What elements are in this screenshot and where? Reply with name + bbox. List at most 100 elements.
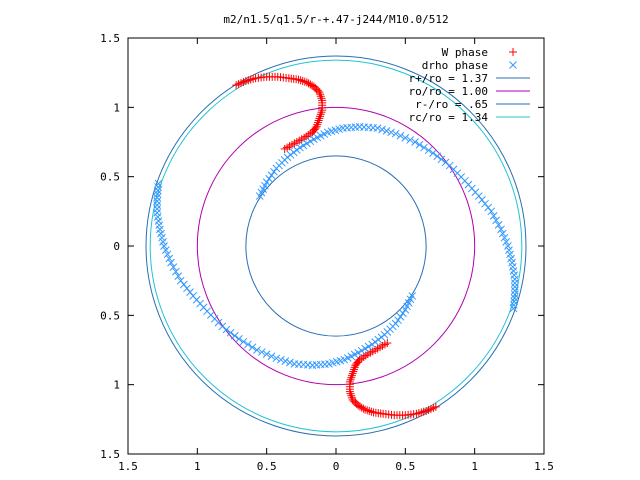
drho-phase-point-b <box>153 205 161 213</box>
x-tick-label: 0 <box>333 460 340 473</box>
drho-phase-point-b <box>368 340 376 349</box>
drho-phase-point-b <box>433 152 442 161</box>
legend-label: drho phase <box>422 59 488 72</box>
drho-phase-point-b <box>391 129 400 138</box>
legend-label: rc/ro = 1.34 <box>409 111 489 124</box>
drho-phase-point-b <box>167 258 175 267</box>
drho-phase-point-b <box>262 178 271 187</box>
drho-phase-point-b <box>511 286 519 295</box>
drho-phase-point-b <box>489 211 498 220</box>
drho-phase-point-b <box>159 237 167 246</box>
y-tick-label: 1 <box>113 379 120 392</box>
y-tick-label: 1.5 <box>100 32 120 45</box>
drho-phase-point-b <box>382 127 391 135</box>
drho-phase-point-b <box>248 343 257 352</box>
drho-phase-point-b <box>378 125 386 134</box>
drho-phase-point-b <box>424 146 433 155</box>
drho-phase-point-b <box>281 357 290 365</box>
drho-phase-point-b <box>299 141 308 150</box>
drho-phase-point-b <box>411 138 419 146</box>
drho-phase-point-b <box>468 184 476 193</box>
drho-phase-point-b <box>270 167 278 176</box>
drho-phase-point-b <box>153 186 162 195</box>
drho-phase-point-b <box>441 158 450 167</box>
drho-phase-point-b <box>153 208 161 217</box>
drho-phase-point-b <box>509 301 518 309</box>
drho-phase-point-b <box>500 233 509 242</box>
drho-phase-point-b <box>511 275 519 284</box>
x-tick-label: 0.5 <box>257 460 277 473</box>
drho-phase-point-b <box>420 143 428 152</box>
drho-phase-point-b <box>290 360 299 368</box>
drho-phase-point-b <box>277 355 285 364</box>
drho-phase-point-b <box>153 190 162 198</box>
drho-phase-point-b <box>154 217 163 225</box>
drho-phase-point-b <box>165 254 174 263</box>
drho-phase-point-b <box>361 344 369 353</box>
drho-phase-point-b <box>160 242 168 250</box>
drho-phase-point-b <box>509 267 518 275</box>
y-tick-label: 0.5 <box>100 171 120 184</box>
drho-phase-point-b <box>206 311 215 319</box>
drho-phase-point-b <box>169 263 178 272</box>
drho-phase-point-b <box>511 279 519 287</box>
drho-phase-point-b <box>157 229 165 238</box>
drho-phase-point-b <box>153 197 161 206</box>
legend-drho-marker-b <box>509 61 517 69</box>
drho-phase-point-b <box>154 183 163 191</box>
drho-phase-point-b <box>253 346 261 354</box>
drho-phase-point-b <box>504 242 512 250</box>
drho-phase-point-b <box>196 299 204 308</box>
drho-phase-point-b <box>510 297 519 306</box>
chart-title: m2/n1.5/q1.5/r-+.47-j244/M10.0/512 <box>223 13 448 26</box>
drho-phase-point-b <box>192 295 201 304</box>
drho-phase-point-b <box>453 169 462 178</box>
drho-phase-point-b <box>494 220 503 229</box>
drho-phase-point-b <box>156 225 164 234</box>
drho-phase-point-b <box>265 174 273 183</box>
drho-phase-point-b <box>406 136 415 144</box>
y-tick-label: 1.5 <box>100 448 120 461</box>
drho-phase-point-b <box>267 352 276 361</box>
drho-phase-point-b <box>498 229 507 238</box>
drho-phase-point-b <box>396 131 405 140</box>
curves <box>145 55 527 437</box>
drho-phase-point-b <box>154 179 163 188</box>
y-tick-label: 1 <box>113 101 120 114</box>
drho-phase-point-b <box>171 267 180 276</box>
drho-phase-point-b <box>508 262 517 271</box>
drho-phase-point-b <box>487 207 496 216</box>
drho-phase-point-b <box>235 335 243 343</box>
drho-phase-point-b <box>429 149 437 157</box>
drho-phase-point-b <box>364 342 373 351</box>
x-tick-label: 1 <box>194 460 201 473</box>
drho-phase-point-b <box>399 309 407 318</box>
drho-phase-point-b <box>457 173 466 181</box>
drho-phase-point-b <box>203 307 211 316</box>
drho-phase-point-b <box>373 124 382 132</box>
drho-phase-point-b <box>509 304 518 313</box>
drho-phase-point-b <box>214 318 223 327</box>
drho-phase-point-b <box>199 303 208 312</box>
circle-5 <box>149 59 523 433</box>
drho-phase-point-b <box>507 254 515 263</box>
drho-phase-point-b <box>230 331 239 340</box>
drho-phase-point-b <box>303 139 311 148</box>
drho-phase-point-b <box>396 312 405 321</box>
x-tick-label: 1 <box>471 460 478 473</box>
x-axis-ticks: 1.5 1 0.5 0 0.5 1 1.5 <box>118 38 554 473</box>
drho-phase-point-b <box>471 188 480 197</box>
drho-phase-point-b <box>257 348 266 356</box>
drho-phase-point-b <box>244 340 252 349</box>
x-tick-label: 0.5 <box>395 460 415 473</box>
drho-phase-point-b <box>415 140 424 149</box>
drho-phase-point-b <box>174 272 183 281</box>
drho-phase-point-b <box>226 328 235 337</box>
drho-phase-point-b <box>445 161 454 170</box>
drho-phase-point-b <box>401 133 410 142</box>
drho-phase-point-b <box>262 350 271 359</box>
circle-3 <box>196 106 476 386</box>
drho-phase-point-b <box>511 290 519 299</box>
drho-phase-point-b <box>176 276 185 285</box>
